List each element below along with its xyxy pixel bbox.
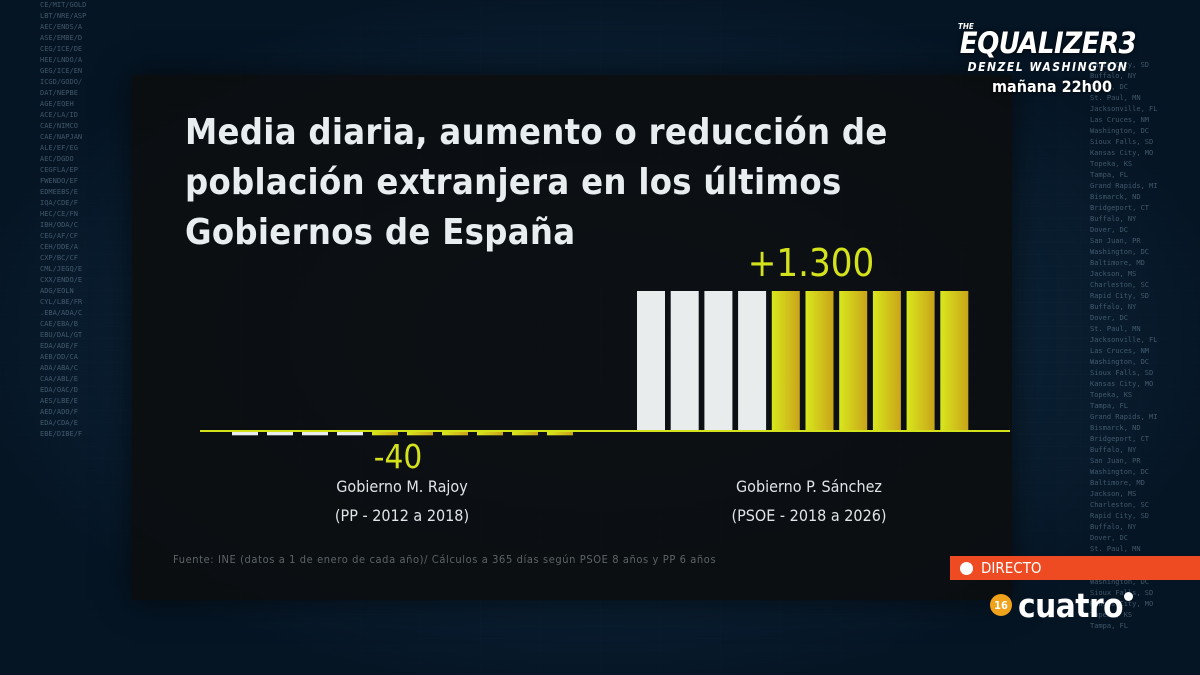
- bar-sanchez-4: [738, 291, 767, 431]
- bar-rajoy-10: [547, 431, 573, 436]
- category-label-rajoy: Gobierno M. Rajoy: [336, 477, 468, 496]
- chart-title: Media diaria, aumento o reducción de pob…: [185, 112, 888, 253]
- live-badge: DIRECTO: [950, 556, 1200, 580]
- category-label-sanchez: Gobierno P. Sánchez: [736, 477, 882, 496]
- bar-sanchez-3: [704, 291, 733, 431]
- movie-promo-logo: THE EQUALIZER3 DENZEL WASHINGTON: [948, 20, 1148, 75]
- category-detail-rajoy: (PP - 2012 a 2018): [335, 506, 469, 525]
- bar-sanchez-2: [670, 291, 699, 431]
- bar-rajoy-8: [477, 431, 503, 436]
- record-dot-icon: [960, 561, 973, 575]
- value-label-sanchez: +1.300: [748, 241, 875, 285]
- source-note: Fuente: INE (datos a 1 de enero de cada …: [173, 553, 717, 566]
- bar-sanchez-1: [637, 291, 665, 431]
- value-label-rajoy: -40: [374, 437, 423, 476]
- movie-logo-prefix: THE: [958, 22, 974, 31]
- bar-rajoy-3: [302, 431, 328, 436]
- bar-sanchez-5: [771, 291, 800, 431]
- channel-dot-icon: [1124, 591, 1134, 601]
- bar-rajoy-9: [512, 431, 538, 436]
- category-detail-sanchez: (PSOE - 2018 a 2026): [731, 506, 886, 525]
- bar-sanchez-9: [906, 291, 935, 431]
- channel-name: cuatro: [1018, 585, 1124, 625]
- bar-sanchez-8: [872, 291, 901, 431]
- airtime-label: mañana 22h00: [992, 77, 1112, 96]
- age-rating-badge: 16: [990, 594, 1012, 616]
- live-label: DIRECTO: [981, 559, 1042, 577]
- channel-logo: 16 cuatro: [990, 585, 1134, 625]
- bar-rajoy-6: [407, 431, 433, 436]
- bar-sanchez-7: [839, 291, 868, 431]
- bar-sanchez-6: [805, 291, 834, 431]
- background-data-column: Rapid City, SD Buffalo, NY Dover, DC St.…: [1090, 61, 1158, 630]
- movie-logo-title: EQUALIZER3: [959, 26, 1137, 60]
- bar-sanchez-10: [940, 291, 969, 431]
- bar-rajoy-5: [372, 431, 398, 436]
- bar-rajoy-1: [232, 431, 258, 436]
- bar-rajoy-7: [442, 431, 468, 436]
- movie-logo-subtitle: DENZEL WASHINGTON: [967, 60, 1129, 74]
- background-data-column: CE/MIT/GOLD LBT/NRE/ASP AEC/ENDS/A ASE/E…: [40, 1, 87, 438]
- bar-rajoy-4: [337, 431, 363, 436]
- bar-rajoy-2: [267, 431, 293, 436]
